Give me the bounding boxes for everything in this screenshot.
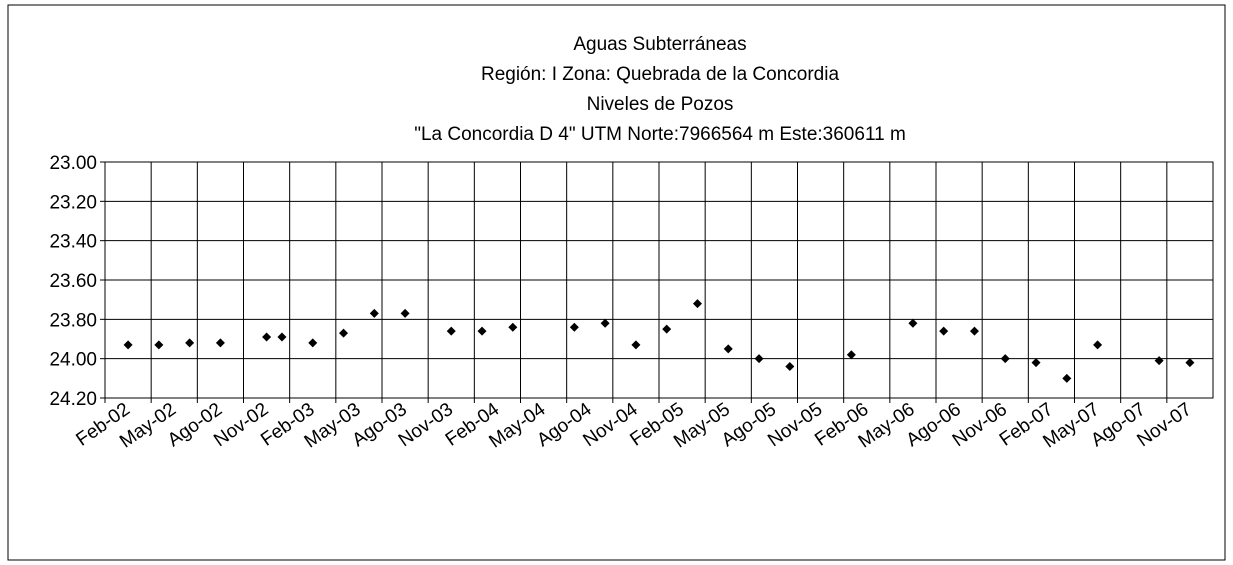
data-point — [846, 350, 856, 360]
data-point — [785, 362, 795, 372]
chart-frame — [7, 4, 1226, 561]
data-point — [1185, 358, 1195, 368]
data-point — [508, 322, 518, 332]
data-point — [123, 340, 133, 350]
y-tick-label: 23.80 — [49, 310, 97, 331]
data-point — [369, 308, 379, 318]
data-point — [908, 318, 918, 328]
chart-title: Región: I Zona: Quebrada de la Concordia — [481, 64, 839, 85]
data-point — [1000, 354, 1010, 364]
data-point — [662, 324, 672, 334]
y-tick-label: 23.20 — [49, 192, 97, 213]
data-point — [723, 344, 733, 354]
chart-title: Niveles de Pozos — [587, 94, 734, 115]
y-tick-label: 23.40 — [49, 232, 97, 253]
data-point — [600, 318, 610, 328]
data-point — [692, 299, 702, 309]
data-point — [1062, 373, 1072, 383]
y-tick-label: 24.20 — [49, 389, 97, 410]
y-tick-label: 23.00 — [49, 153, 97, 174]
data-point — [569, 322, 579, 332]
data-point — [1154, 356, 1164, 366]
data-point — [215, 338, 225, 348]
plot-frame — [104, 161, 1214, 399]
data-point — [277, 332, 287, 342]
data-point — [262, 332, 272, 342]
y-tick-label: 23.60 — [49, 271, 97, 292]
data-point — [308, 338, 318, 348]
data-point — [1093, 340, 1103, 350]
data-point — [631, 340, 641, 350]
data-point — [969, 326, 979, 336]
data-point — [1031, 358, 1041, 368]
data-point — [154, 340, 164, 350]
data-point — [446, 326, 456, 336]
data-point — [477, 326, 487, 336]
y-tick-label: 24.00 — [49, 350, 97, 371]
data-point — [939, 326, 949, 336]
chart-title: "La Concordia D 4" UTM Norte:7966564 m E… — [414, 124, 906, 145]
data-point — [400, 308, 410, 318]
chart-title: Aguas Subterráneas — [573, 34, 746, 55]
data-point — [754, 354, 764, 364]
data-point — [185, 338, 195, 348]
data-point — [339, 328, 349, 338]
